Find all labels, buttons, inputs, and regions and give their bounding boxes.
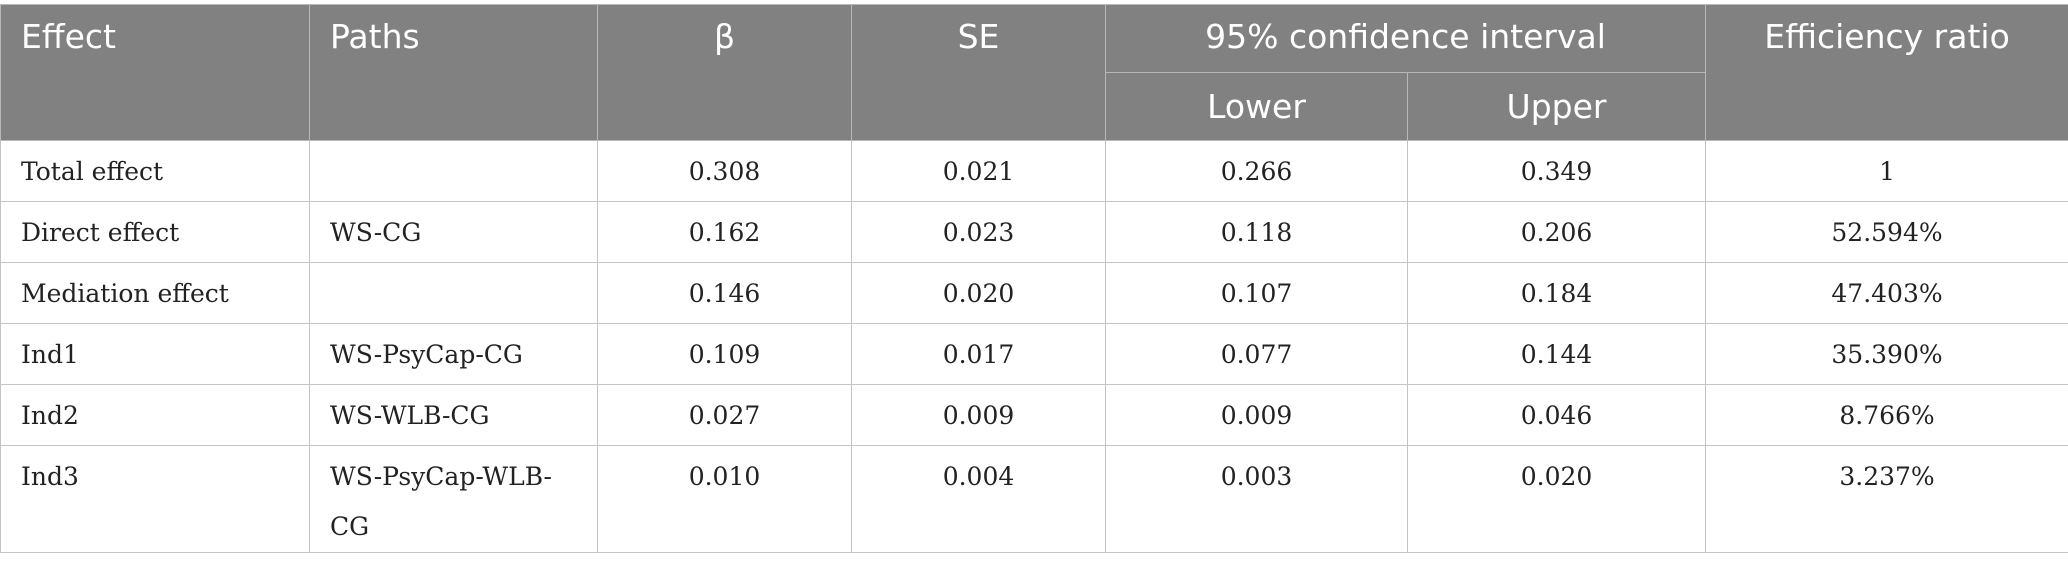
cell-effect: Mediation effect xyxy=(0,262,310,324)
cell-efficiency: 52.594% xyxy=(1705,201,2068,263)
table-body: Total effect 0.308 0.021 0.266 0.349 1 D… xyxy=(0,140,2068,553)
cell-se: 0.021 xyxy=(851,140,1106,202)
cell-efficiency: 1 xyxy=(1705,140,2068,202)
cell-efficiency: 35.390% xyxy=(1705,323,2068,385)
cell-beta: 0.010 xyxy=(597,445,852,553)
cell-se: 0.023 xyxy=(851,201,1106,263)
cell-paths: WS-CG xyxy=(309,201,598,263)
cell-lower: 0.266 xyxy=(1105,140,1408,202)
header-confidence-interval: 95% confidence interval xyxy=(1104,4,1707,73)
cell-upper: 0.206 xyxy=(1406,201,1707,263)
cell-paths: WS-PsyCap-CG xyxy=(309,323,598,385)
cell-paths xyxy=(309,140,598,202)
cell-effect: Total effect xyxy=(0,140,310,202)
cell-effect: Ind2 xyxy=(0,384,310,446)
cell-efficiency: 3.237% xyxy=(1705,445,2068,553)
cell-paths xyxy=(309,262,598,324)
header-upper: Upper xyxy=(1406,72,1707,141)
cell-se: 0.017 xyxy=(851,323,1106,385)
cell-upper: 0.046 xyxy=(1406,384,1707,446)
table-row: Total effect 0.308 0.021 0.266 0.349 1 xyxy=(0,140,2068,202)
cell-effect: Ind3 xyxy=(0,445,310,553)
header-se: SE xyxy=(851,4,1106,141)
cell-beta: 0.027 xyxy=(597,384,852,446)
cell-se: 0.020 xyxy=(851,262,1106,324)
cell-effect: Direct effect xyxy=(0,201,310,263)
cell-upper: 0.184 xyxy=(1406,262,1707,324)
table-row: Mediation effect 0.146 0.020 0.107 0.184… xyxy=(0,262,2068,324)
cell-beta: 0.109 xyxy=(597,323,852,385)
header-effect: Effect xyxy=(0,4,310,141)
header-paths: Paths xyxy=(309,4,598,141)
cell-beta: 0.308 xyxy=(597,140,852,202)
cell-lower: 0.003 xyxy=(1105,445,1408,553)
cell-lower: 0.118 xyxy=(1105,201,1408,263)
cell-upper: 0.349 xyxy=(1406,140,1707,202)
cell-upper: 0.020 xyxy=(1406,445,1707,553)
cell-paths: WS-PsyCap-WLB-CG xyxy=(309,445,598,553)
mediation-results-table: Effect Paths β SE 95% confidence interva… xyxy=(0,4,2068,553)
table-row: Ind1 WS-PsyCap-CG 0.109 0.017 0.077 0.14… xyxy=(0,323,2068,385)
cell-beta: 0.146 xyxy=(597,262,852,324)
cell-lower: 0.009 xyxy=(1105,384,1408,446)
cell-efficiency: 8.766% xyxy=(1705,384,2068,446)
cell-lower: 0.077 xyxy=(1105,323,1408,385)
cell-effect: Ind1 xyxy=(0,323,310,385)
cell-lower: 0.107 xyxy=(1105,262,1408,324)
cell-paths: WS-WLB-CG xyxy=(309,384,598,446)
cell-se: 0.009 xyxy=(851,384,1106,446)
header-beta: β xyxy=(597,4,852,141)
cell-efficiency: 47.403% xyxy=(1705,262,2068,324)
table-header: Effect Paths β SE 95% confidence interva… xyxy=(0,4,2068,141)
cell-beta: 0.162 xyxy=(597,201,852,263)
table-row: Ind3 WS-PsyCap-WLB-CG 0.010 0.004 0.003 … xyxy=(0,445,2068,553)
table-row: Direct effect WS-CG 0.162 0.023 0.118 0.… xyxy=(0,201,2068,263)
cell-se: 0.004 xyxy=(851,445,1106,553)
table-row: Ind2 WS-WLB-CG 0.027 0.009 0.009 0.046 8… xyxy=(0,384,2068,446)
header-efficiency-ratio: Efficiency ratio xyxy=(1705,4,2068,141)
cell-upper: 0.144 xyxy=(1406,323,1707,385)
header-lower: Lower xyxy=(1105,72,1408,141)
